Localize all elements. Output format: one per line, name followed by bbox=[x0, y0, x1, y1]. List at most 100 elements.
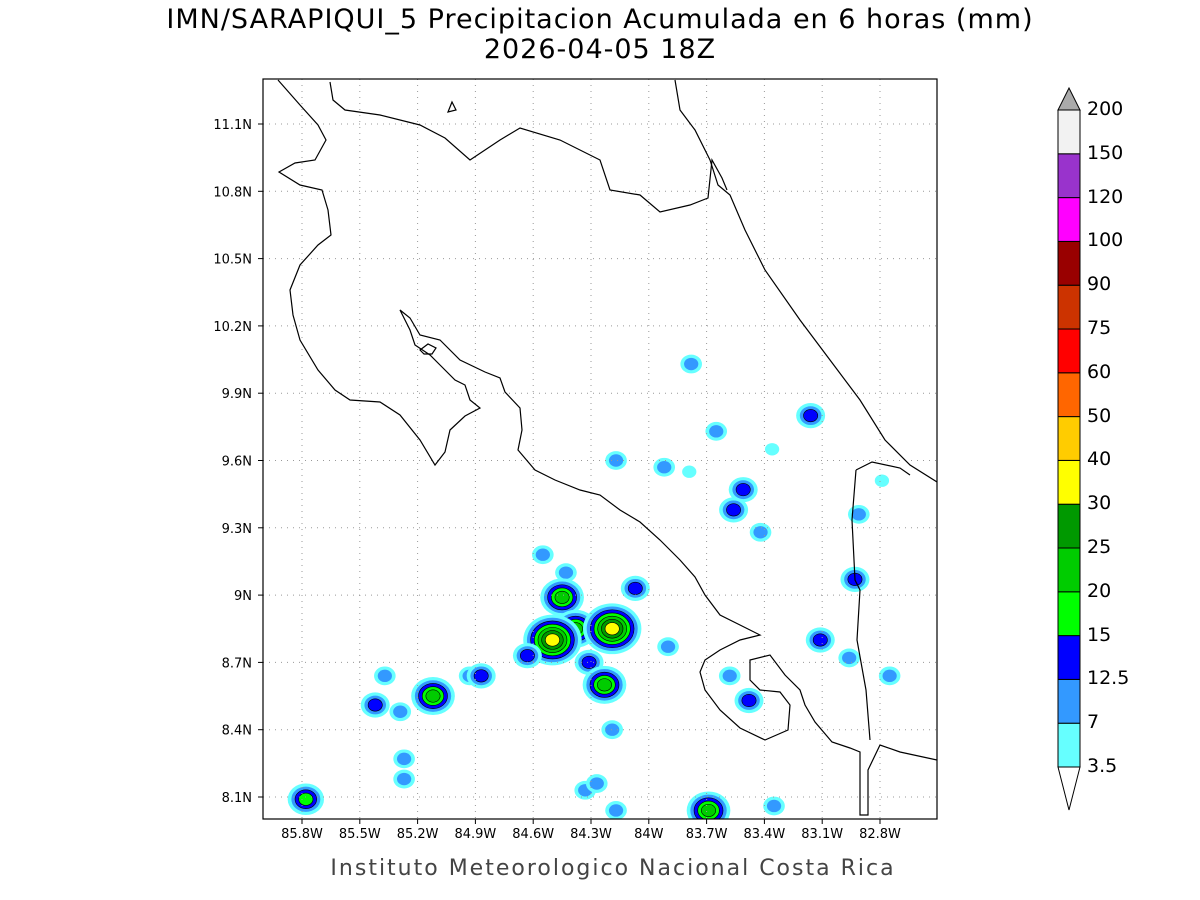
precip-cell bbox=[682, 465, 697, 478]
precip-cell bbox=[540, 578, 584, 617]
colorbar-label: 150 bbox=[1087, 141, 1124, 164]
precip-cell bbox=[360, 692, 390, 718]
precip-contour bbox=[393, 705, 408, 718]
precip-cell bbox=[605, 451, 627, 470]
colorbar-label: 3.5 bbox=[1087, 755, 1118, 777]
colorbar-box bbox=[1057, 416, 1081, 461]
lat-label: 10.8N bbox=[213, 185, 252, 200]
lon-label: 82.8W bbox=[859, 827, 901, 842]
precip-cell bbox=[555, 563, 577, 583]
precip-cell bbox=[718, 666, 741, 686]
map-datetime: 2026-04-05 18Z bbox=[483, 34, 717, 65]
precip-contour bbox=[608, 454, 624, 467]
lat-label: 9.3N bbox=[222, 522, 252, 537]
lat-label: 8.1N bbox=[222, 791, 252, 806]
precip-cell bbox=[719, 497, 749, 523]
footer-credit: Instituto Meteorologico Nacional Costa R… bbox=[330, 856, 896, 881]
colorbar-box bbox=[1057, 197, 1081, 242]
precip-contour bbox=[741, 694, 757, 708]
precip-cell bbox=[838, 648, 860, 668]
precip-cell bbox=[411, 677, 455, 716]
precip-cell bbox=[389, 702, 412, 722]
precip-contour bbox=[874, 474, 890, 487]
colorbar-box bbox=[1057, 591, 1081, 637]
colorbar-box bbox=[1057, 153, 1081, 199]
precip-contour bbox=[377, 669, 392, 683]
precip-cell bbox=[620, 575, 650, 601]
precip-contour bbox=[298, 792, 314, 806]
coastlines bbox=[277, 79, 937, 816]
precip-contour bbox=[842, 651, 857, 665]
precip-contour bbox=[425, 689, 441, 703]
panama-border bbox=[851, 461, 911, 741]
lake-island bbox=[419, 343, 437, 355]
precip-cell bbox=[878, 666, 901, 686]
precip-cell bbox=[585, 774, 608, 793]
precip-contour bbox=[657, 461, 672, 474]
precip-cell bbox=[374, 666, 396, 686]
colorbar-box bbox=[1057, 328, 1081, 374]
lon-label: 85.5W bbox=[339, 827, 381, 842]
precip-contour bbox=[882, 669, 897, 683]
precip-contour bbox=[535, 548, 550, 561]
colorbar-label: 12.5 bbox=[1087, 667, 1130, 690]
colorbar-box bbox=[1057, 240, 1081, 286]
precip-contour bbox=[367, 698, 383, 712]
lat-label: 10.5N bbox=[213, 253, 252, 268]
colorbar-box bbox=[1057, 284, 1081, 330]
colorbar-box bbox=[1057, 503, 1081, 549]
precip-contour bbox=[608, 804, 624, 817]
lon-label: 85.8W bbox=[281, 827, 323, 842]
precip-contour bbox=[726, 503, 742, 517]
colorbar-box bbox=[1057, 109, 1081, 155]
precip-cell bbox=[601, 720, 624, 740]
precip-cell bbox=[728, 477, 758, 503]
precip-contour bbox=[722, 669, 737, 683]
precip-cell bbox=[466, 663, 496, 689]
precip-contour bbox=[589, 777, 604, 790]
precip-cell bbox=[393, 769, 415, 789]
precipitation-cells bbox=[287, 354, 901, 819]
precip-contour bbox=[764, 443, 780, 456]
colorbar-label: 75 bbox=[1087, 317, 1112, 339]
precip-contour bbox=[519, 649, 535, 663]
precip-cell bbox=[734, 687, 764, 714]
precip-cell bbox=[847, 504, 870, 524]
colorbar-label: 90 bbox=[1087, 273, 1112, 296]
precip-contour bbox=[627, 581, 643, 595]
colorbar-label: 7 bbox=[1087, 711, 1100, 734]
colorbar-label: 50 bbox=[1087, 404, 1112, 427]
colorbar-label: 200 bbox=[1087, 98, 1124, 120]
precip-cell bbox=[582, 603, 642, 655]
precip-cell bbox=[764, 443, 780, 456]
colorbar bbox=[1057, 86, 1081, 811]
lon-label: 85.2W bbox=[397, 827, 439, 842]
lat-label: 9.9N bbox=[222, 387, 252, 402]
colorbar-box bbox=[1057, 635, 1081, 680]
colorbar-box bbox=[1057, 678, 1081, 724]
precip-cell bbox=[653, 457, 676, 477]
lon-label: 83.4W bbox=[743, 827, 785, 842]
caribbean-coast bbox=[674, 79, 937, 483]
lon-label: 83.7W bbox=[686, 827, 728, 842]
precip-cell bbox=[393, 749, 415, 769]
map-frame bbox=[262, 78, 938, 820]
precip-contour bbox=[473, 669, 489, 683]
colorbar-label: 60 bbox=[1087, 360, 1112, 383]
colorbar-label: 100 bbox=[1087, 229, 1124, 252]
precip-contour bbox=[766, 799, 782, 813]
colorbar-label: 120 bbox=[1087, 185, 1124, 208]
precip-cell bbox=[686, 791, 731, 819]
precip-contour bbox=[803, 409, 819, 423]
precip-contour bbox=[554, 590, 570, 604]
precip-contour bbox=[396, 772, 412, 786]
precip-contour bbox=[597, 678, 612, 692]
precip-contour bbox=[682, 465, 697, 478]
colorbar-label: 30 bbox=[1087, 492, 1112, 515]
precip-contour bbox=[558, 566, 574, 579]
lat-label: 8.4N bbox=[222, 724, 252, 739]
lon-label: 84W bbox=[634, 827, 664, 842]
precip-contour bbox=[735, 483, 751, 497]
precip-cell bbox=[763, 796, 785, 816]
precip-contour bbox=[684, 357, 699, 371]
